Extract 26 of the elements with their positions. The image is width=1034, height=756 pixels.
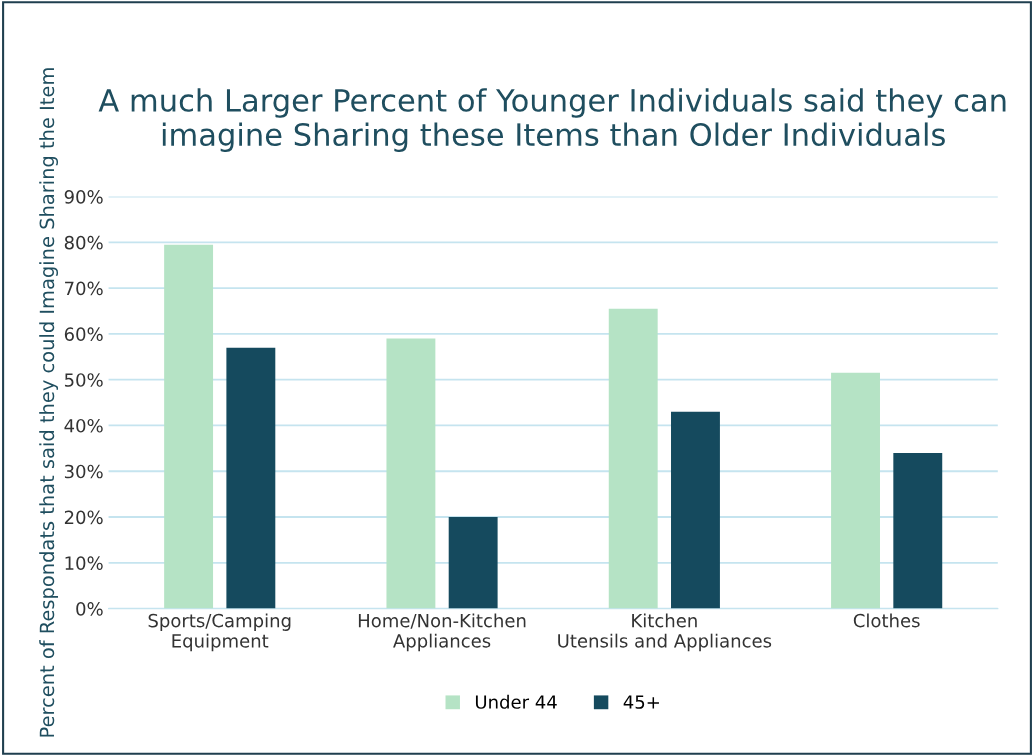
y-tick-label: 20% xyxy=(64,510,103,525)
bar xyxy=(608,308,658,609)
x-tick-label: Sports/Camping Equipment xyxy=(148,613,291,652)
bar xyxy=(831,372,880,609)
bar xyxy=(386,338,436,609)
bar xyxy=(448,517,498,609)
y-axis-title: Percent of Respondats that said they could Imagine Sharing the Item xyxy=(39,68,59,737)
y-tick-label: 50% xyxy=(64,373,103,387)
bar xyxy=(671,411,720,609)
chart-title: A much Larger Percent of Younger Individuals said they can imagine Sharing these Items than Older Individuals xyxy=(98,88,1006,152)
legend-label: Under 44 xyxy=(475,694,557,709)
y-tick-label: 0% xyxy=(76,602,103,616)
x-tick-label: Clothes xyxy=(853,613,920,628)
y-tick-label: 90% xyxy=(64,190,103,204)
bar xyxy=(164,244,214,609)
x-tick-label: Home/Non-Kitchen Appliances xyxy=(358,613,526,652)
y-tick-label: 80% xyxy=(64,235,103,250)
y-tick-label: 40% xyxy=(64,418,103,433)
y-tick-label: 10% xyxy=(65,556,103,570)
x-tick-label: Kitchen Utensils and Appliances xyxy=(558,613,772,652)
y-tick-label: 70% xyxy=(65,281,103,296)
bar xyxy=(226,347,276,609)
y-tick-label: 30% xyxy=(64,464,103,479)
bar xyxy=(893,452,943,609)
legend-label: 45+ xyxy=(623,695,659,709)
y-tick-label: 60% xyxy=(64,327,103,342)
